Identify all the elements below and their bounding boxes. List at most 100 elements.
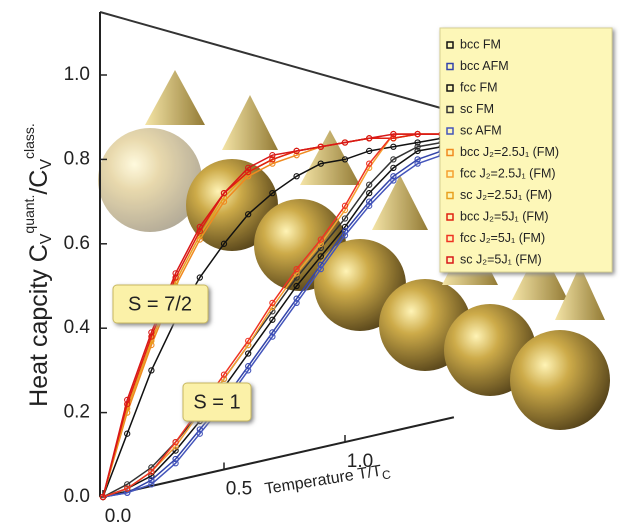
series-line (102, 137, 442, 498)
legend-label: bcc FM (460, 37, 501, 51)
legend-box (439, 27, 613, 273)
legend-label: bcc J₂=5J₁ (FM) (460, 209, 549, 223)
data-point (293, 265, 300, 273)
y-tick-label: 0.6 (64, 233, 90, 254)
data-point (341, 139, 349, 146)
data-point (245, 168, 252, 176)
data-point (269, 316, 276, 323)
data-point (245, 337, 252, 345)
data-point (293, 299, 300, 307)
data-point (390, 156, 397, 163)
data-point (172, 447, 179, 454)
data-point (148, 476, 155, 484)
data-point (269, 152, 276, 159)
legend-marker (446, 127, 454, 135)
legend-marker (446, 148, 454, 157)
y-label-part: V (38, 159, 55, 170)
legend-marker (446, 191, 454, 200)
data-point (148, 468, 155, 475)
data-point (414, 130, 421, 138)
data-point (293, 147, 300, 155)
data-point (414, 160, 421, 167)
series-line (102, 146, 442, 498)
data-point (390, 143, 397, 150)
data-point (390, 177, 397, 184)
data-point (317, 160, 324, 167)
y-label-part: quant. (21, 195, 37, 234)
data-point (366, 147, 373, 155)
data-point (390, 130, 397, 138)
legend-label: bcc AFM (460, 59, 509, 73)
legend-label: bcc J₂=2.5J₁ (FM) (460, 145, 559, 159)
data-point (124, 481, 131, 488)
legend-label: sc J₂=5J₁ (FM) (460, 252, 542, 266)
data-point (414, 143, 421, 150)
x-tick-label: 0.5 (226, 479, 252, 500)
data-point (341, 202, 349, 209)
data-point (293, 282, 300, 290)
y-label-part: Heat capcity C (25, 244, 53, 407)
data-point (220, 371, 228, 378)
data-point (341, 232, 349, 239)
legend-marker (446, 41, 454, 49)
data-point (245, 173, 252, 180)
legend-label: sc AFM (460, 123, 502, 137)
series-line (102, 150, 443, 498)
data-point (366, 190, 373, 197)
y-tick-label: 0.0 (64, 486, 90, 507)
data-point (269, 333, 276, 340)
legend-marker (446, 84, 454, 92)
x-axis (102, 416, 455, 498)
data-point (245, 367, 252, 374)
x-tick-label: 0.0 (105, 506, 131, 527)
data-point (317, 143, 324, 150)
legend-marker (446, 256, 454, 264)
data-point (196, 430, 203, 437)
data-point (172, 438, 179, 446)
data-point (172, 460, 179, 467)
legend-label: sc FM (460, 102, 494, 116)
annotation: S = 1 (193, 391, 240, 413)
y-axis-label: Heat capcity CVquant./CVclass. (21, 123, 56, 407)
legend: bcc FM bcc AFM fcc FM sc FM sc AFM bcc J₂=2.5… (446, 37, 559, 266)
series-line (102, 141, 442, 498)
data-point (124, 430, 131, 437)
legend-label: fcc J₂=5J₁ (FM) (460, 231, 545, 245)
data-point (148, 481, 155, 488)
data-point (269, 156, 276, 163)
data-point (172, 270, 179, 277)
x-tick-label: 1.0 (347, 451, 373, 472)
data-point (366, 181, 373, 188)
data-point (366, 198, 373, 205)
y-tick-label: 1.0 (64, 64, 90, 85)
x-label-part: C (381, 467, 392, 482)
data-point (245, 164, 252, 171)
y-label-part: /C (25, 170, 53, 195)
data-point (414, 139, 421, 146)
data-point (148, 472, 155, 480)
data-point (317, 236, 324, 243)
y-label-part: class. (21, 123, 37, 159)
legend-label: fcc FM (460, 80, 498, 94)
legend-marker (446, 105, 454, 114)
y-tick-label: 0.8 (64, 148, 90, 169)
series-line (102, 154, 443, 498)
data-point (317, 253, 324, 260)
data-point (366, 202, 373, 209)
data-point (245, 211, 252, 218)
legend-marker (446, 213, 454, 221)
data-point (366, 160, 373, 167)
data-point (220, 190, 228, 197)
legend-label: fcc J₂=2.5J₁ (FM) (460, 166, 556, 180)
y-tick-label: 0.4 (64, 317, 91, 338)
data-point (99, 493, 107, 501)
annotation-box (112, 284, 209, 324)
legend-marker (446, 62, 454, 71)
data-point (390, 173, 397, 180)
y-tick-label: 0.2 (64, 402, 90, 423)
series-line (102, 133, 442, 498)
data-point (220, 240, 228, 247)
data-point (341, 215, 349, 222)
data-point (196, 274, 203, 281)
data-point (293, 152, 300, 159)
